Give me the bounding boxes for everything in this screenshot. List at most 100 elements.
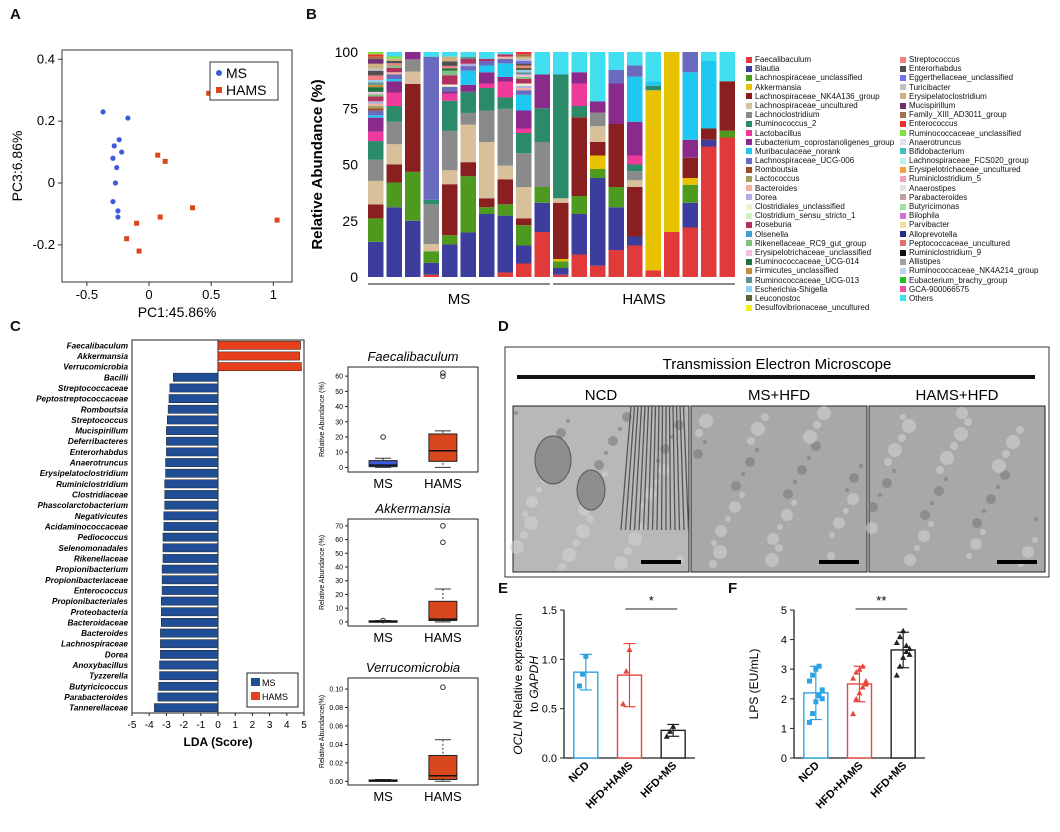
- category-label: MS: [373, 476, 393, 491]
- tem-panel: Transmission Electron Microscope NCD MS+HF…: [504, 346, 1050, 578]
- legend-label: Akkermansia: [755, 82, 802, 92]
- legend-swatch: [900, 185, 906, 192]
- stacked-segment: [386, 65, 402, 68]
- plot-frame: [61, 49, 293, 283]
- stacked-segment: [534, 142, 550, 187]
- tem-texture: [888, 443, 902, 457]
- data-point: [856, 666, 863, 672]
- legend-swatch: [900, 212, 906, 219]
- data-point: [580, 671, 586, 677]
- legend-swatch: [900, 130, 906, 137]
- y-tick-label: 0: [339, 465, 343, 472]
- stacked-segment: [423, 262, 439, 275]
- stacked-segment: [442, 184, 458, 236]
- tem-texture: [524, 516, 538, 530]
- legend-ms-label: MS: [226, 65, 247, 81]
- data-point: [859, 683, 866, 690]
- hams-point: [274, 217, 280, 223]
- stacked-segment: [460, 84, 476, 92]
- tem-texture: [741, 472, 745, 476]
- legend-swatch: [746, 93, 752, 100]
- tem-texture: [608, 436, 618, 446]
- tem-texture: [866, 522, 878, 534]
- taxon-label: Romboutsia: [81, 405, 129, 414]
- tem-microvilli: [660, 405, 664, 531]
- legend-label: Ruminococcaceae_UCG-013: [755, 275, 860, 285]
- data-point: [896, 663, 903, 669]
- stacked-segment: [368, 54, 384, 57]
- stacked-segment: [497, 63, 513, 77]
- stacked-segment: [479, 52, 495, 59]
- stacked-segment: [497, 54, 513, 57]
- tem-texture: [898, 434, 906, 442]
- lda-bar: [162, 543, 219, 553]
- stacked-segment: [497, 215, 513, 273]
- legend-entry: Enterorhabdus: [900, 64, 1038, 73]
- tem-texture: [562, 548, 576, 562]
- legend-ms-marker: [216, 70, 222, 76]
- ms-point: [112, 180, 119, 186]
- stacked-segment: [516, 67, 532, 70]
- taxon-label: Streptococcaceae: [58, 384, 129, 393]
- tem-texture: [847, 493, 859, 505]
- legend-swatch: [746, 176, 752, 183]
- stacked-segment: [571, 254, 587, 277]
- stacked-segment: [719, 130, 735, 138]
- data-point: [900, 654, 907, 660]
- stacked-segment: [368, 108, 384, 111]
- stacked-segment: [368, 241, 384, 277]
- tem-texture: [1022, 546, 1034, 558]
- data-point: [862, 681, 869, 687]
- lda-bar: [164, 479, 219, 489]
- data-point: [806, 678, 812, 684]
- tem-texture: [781, 509, 793, 521]
- tem-microvilli: [642, 405, 650, 531]
- boxplot-frame: [347, 518, 479, 627]
- legend-entry: Family_XIII_AD3011_group: [900, 110, 1038, 119]
- stacked-segment: [571, 83, 587, 106]
- legend-entry: Clostridiales_unclassified: [746, 202, 894, 211]
- tem-texture: [1006, 435, 1020, 449]
- boxplot-frame: [347, 366, 479, 473]
- tem-texture: [628, 532, 642, 546]
- stacked-segment: [405, 220, 421, 277]
- y-tick-label: 1.0: [542, 654, 557, 666]
- stacked-segment: [682, 227, 698, 277]
- stacked-segment: [423, 56, 439, 200]
- legend-entry: Eubacterium_brachy_group: [900, 276, 1038, 285]
- hams-point: [162, 158, 168, 164]
- y-tick-label: 1: [781, 723, 787, 735]
- tem-texture: [813, 421, 821, 429]
- x-tick-label: -2: [179, 720, 188, 731]
- tem-texture: [950, 442, 958, 450]
- stacked-segment: [590, 126, 606, 142]
- stacked-segment: [645, 52, 661, 82]
- legend-entry: Ruminococcus_2: [746, 119, 894, 128]
- stacked-segment: [682, 184, 698, 203]
- x-tick-label: 0: [215, 720, 221, 731]
- lda-bar: [160, 639, 219, 649]
- legend-label: Faecalibaculum: [755, 55, 812, 64]
- stacked-segment: [516, 54, 532, 57]
- stacked-segment: [405, 52, 421, 60]
- y-tick-label: 20: [335, 435, 343, 442]
- stacked-segment: [368, 68, 384, 71]
- tem-texture: [715, 525, 727, 537]
- lda-bar: [163, 511, 219, 521]
- y-tick-label: 4: [781, 635, 787, 647]
- taxon-label: Ruminiclostridium: [56, 480, 128, 489]
- tem-texture: [558, 563, 566, 571]
- tem-texture: [940, 451, 954, 465]
- legend-entry: Romboutsia: [746, 165, 894, 174]
- category-label: HAMS: [424, 789, 462, 804]
- stacked-segment: [497, 179, 513, 205]
- stacked-segment: [479, 61, 495, 66]
- tem-texture: [920, 510, 930, 520]
- stacked-segment: [516, 245, 532, 264]
- legend-label: Lactococcus: [755, 174, 800, 184]
- stacked-segment: [516, 61, 532, 64]
- lda-bar: [164, 500, 219, 510]
- tem-texture: [900, 414, 906, 420]
- ms-point: [115, 208, 121, 214]
- tem-texture: [751, 422, 765, 436]
